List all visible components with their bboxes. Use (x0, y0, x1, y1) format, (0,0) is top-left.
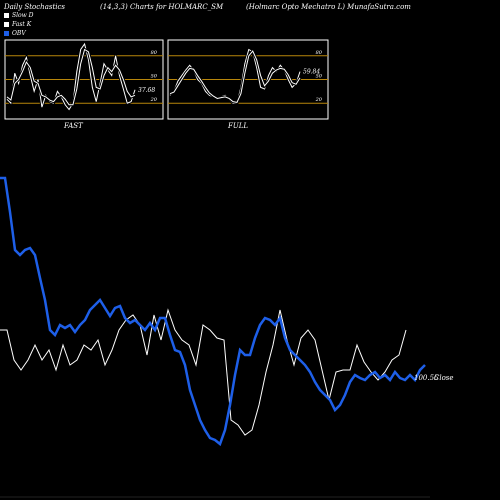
close-line (0, 308, 407, 436)
legend-item-fast-k: Fast K (4, 21, 31, 28)
close-value-label: 100.55 (414, 374, 439, 382)
series-line-full-k (169, 48, 301, 104)
obv-line (0, 176, 426, 447)
legend-swatch (4, 31, 9, 36)
last-value-label: 37.68 (138, 87, 155, 94)
panel-title: FAST (63, 122, 84, 130)
tick-label-80: 80 (151, 50, 158, 56)
legend-label: OBV (12, 30, 26, 37)
panel-title: FULL (227, 122, 248, 130)
series-outline (5, 40, 137, 113)
legend-label: Fast K (12, 21, 32, 28)
tick-label-50: 50 (316, 74, 323, 80)
source-title: (Holmarc Opto Mechatro L) MunafaSutra.co… (246, 3, 411, 11)
tick-label-20: 20 (315, 97, 323, 103)
legend-swatch (4, 13, 9, 18)
tick-label-80: 80 (316, 50, 323, 56)
tick-label-20: 20 (150, 97, 158, 103)
legend-swatch (4, 22, 9, 27)
tick-label-50: 50 (151, 74, 158, 80)
legend-label: Slow D (12, 12, 34, 19)
last-value-label: 59.84 (303, 69, 320, 76)
series-outline (169, 48, 302, 105)
series-outline (168, 47, 302, 105)
legend-item-slow-d: Slow D (4, 12, 34, 19)
series-line-fast-k (6, 42, 136, 111)
chart-heading: Daily Stochastics (4, 3, 66, 11)
close-suffix-label: Close (434, 374, 454, 382)
series-line-full-d (169, 50, 301, 103)
series-line-slow-d (6, 48, 136, 106)
chart-subtitle: (14,3,3) Charts for HOLMARC_SM (100, 3, 224, 11)
legend-item-obv: OBV (4, 30, 26, 37)
